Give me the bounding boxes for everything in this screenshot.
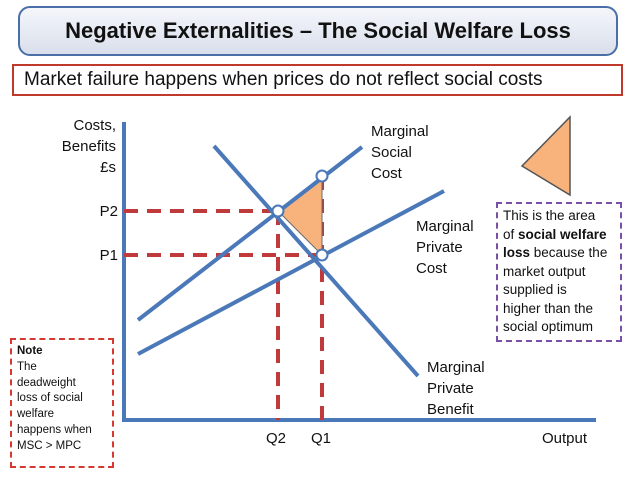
mpb-curve (212, 144, 420, 378)
page-title: Negative Externalities – The Social Welf… (18, 6, 618, 56)
welfare-loss-explanation: This is the area of social welfare loss … (496, 202, 622, 342)
tick-label-q1: Q1 (311, 430, 332, 447)
subtitle: Market failure happens when prices do no… (12, 64, 623, 96)
social-optimum-point (271, 204, 285, 218)
y-axis-label: Costs, Benefits £s (61, 117, 116, 176)
mpc-label: Marginal Private Cost (416, 218, 474, 277)
x-axis-label: Output (542, 430, 588, 447)
tick-label-q2: Q2 (266, 430, 287, 447)
market-equilibrium-point (315, 248, 329, 262)
welfare-loss-triangle-icon (520, 115, 571, 197)
tick-label-p1: P1 (99, 247, 118, 264)
mpb-label: Marginal Private Benefit (427, 359, 485, 418)
note-title: Note (17, 345, 43, 357)
deadweight-loss-note: Note The deadweight loss of social welfa… (10, 338, 114, 468)
msc-label: Marginal Social Cost (371, 123, 429, 182)
mpc-curve (137, 189, 445, 356)
tick-label-p2: P2 (99, 203, 118, 220)
msc-at-q1-point (315, 169, 329, 183)
